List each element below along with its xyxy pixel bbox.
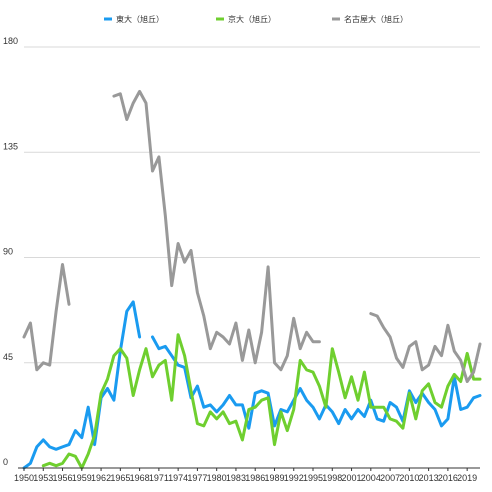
- series-line-1-segment-0: [41, 333, 482, 470]
- legend-label-1: 京大（旭丘）: [228, 14, 276, 24]
- x-tick-label: 1965: [110, 473, 130, 483]
- legend-label-2: 名古屋大（旭丘）: [344, 14, 408, 24]
- x-tick-label: 2007: [380, 473, 400, 483]
- x-tick-label: 1998: [322, 473, 342, 483]
- x-tick-label: 1995: [303, 473, 323, 483]
- x-tick-label: 1989: [264, 473, 284, 483]
- y-tick-label: 45: [3, 352, 13, 362]
- legend: 東大（旭丘） 京大（旭丘） 名古屋大（旭丘）: [104, 14, 408, 24]
- x-tick-label: 2001: [342, 473, 362, 483]
- series-lines: [22, 89, 482, 470]
- x-tick-label: 1983: [226, 473, 246, 483]
- series-line-2-segment-2: [369, 312, 482, 383]
- x-tick-label: 1956: [53, 473, 73, 483]
- x-tick-label: 2010: [399, 473, 419, 483]
- x-tick-label: 1980: [207, 473, 227, 483]
- x-tick-label: 2013: [419, 473, 439, 483]
- x-tick-label: 1962: [91, 473, 111, 483]
- x-tick-label: 2004: [361, 473, 381, 483]
- series-1: [41, 333, 482, 470]
- y-tick-label: 90: [3, 247, 13, 257]
- x-tick-label: 1971: [149, 473, 169, 483]
- x-tick-label: 1977: [187, 473, 207, 483]
- series-2: [22, 89, 482, 383]
- y-tick-label: 135: [3, 141, 18, 151]
- legend-label-0: 東大（旭丘）: [116, 14, 164, 24]
- x-tick-label: 1986: [245, 473, 265, 483]
- x-tick-label: 1992: [284, 473, 304, 483]
- x-tick-label: 2019: [457, 473, 477, 483]
- x-tick-label: 1953: [33, 473, 53, 483]
- series-line-0-segment-1: [151, 335, 482, 430]
- x-tick-label: 2016: [438, 473, 458, 483]
- x-tick-label: 1950: [14, 473, 34, 483]
- series-line-2-segment-0: [22, 263, 71, 372]
- y-tick-label: 0: [3, 457, 8, 467]
- y-tick-label: 180: [3, 36, 18, 46]
- x-tick-label: 1959: [72, 473, 92, 483]
- x-tick-label: 1968: [130, 473, 150, 483]
- x-tick-label: 1974: [168, 473, 188, 483]
- series-line-2-segment-1: [112, 89, 321, 372]
